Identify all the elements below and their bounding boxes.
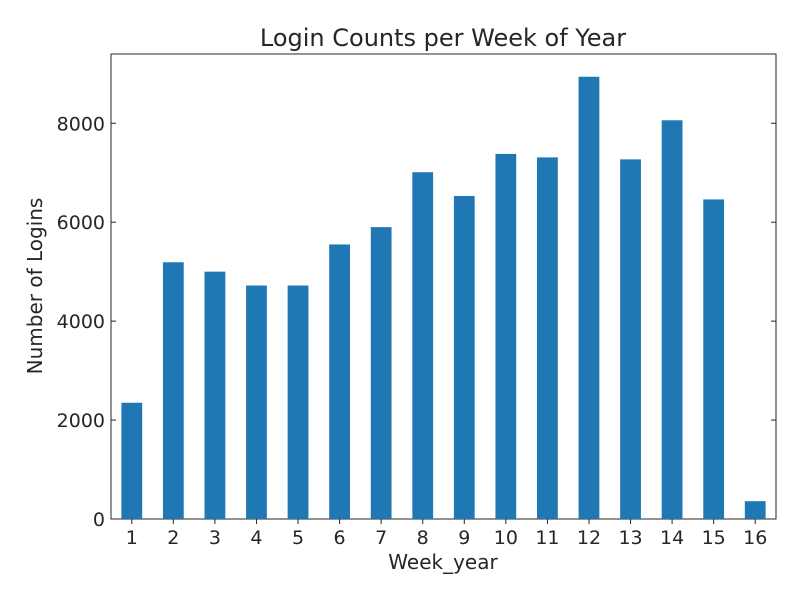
x-tick-label-2: 2 [167, 527, 179, 549]
bar-week-3 [204, 271, 226, 519]
bar-week-6 [329, 244, 350, 519]
x-tick-label-9: 9 [458, 527, 470, 549]
bar-week-8 [412, 172, 434, 520]
x-tick-label-12: 12 [577, 527, 601, 549]
bar-week-1 [121, 402, 143, 519]
bar-week-15 [703, 199, 725, 519]
bar-week-11 [537, 157, 558, 519]
bar-week-10 [495, 153, 517, 519]
chart-title: Login Counts per Week of Year [260, 24, 626, 52]
bar-week-5 [287, 285, 309, 519]
x-tick-label-13: 13 [618, 527, 642, 549]
x-axis-label: Week_year [388, 550, 498, 574]
x-tick-label-11: 11 [535, 527, 559, 549]
x-tick-label-5: 5 [292, 527, 304, 549]
bar-week-16 [744, 501, 766, 519]
bar-week-13 [620, 159, 641, 519]
y-axis-label: Number of Logins [23, 198, 47, 375]
bar-week-9 [453, 195, 475, 519]
x-tick-label-8: 8 [417, 527, 429, 549]
y-axis-ticks: 0 2000 4000 6000 8000 [57, 113, 776, 531]
x-tick-label-10: 10 [494, 527, 518, 549]
bar-week-2 [162, 262, 184, 519]
x-axis-ticks: 1 2 3 4 5 6 7 8 9 10 11 12 13 14 15 16 [126, 519, 767, 549]
x-tick-label-4: 4 [250, 527, 262, 549]
y-tick-label-2000: 2000 [57, 410, 105, 432]
x-tick-label-15: 15 [702, 527, 726, 549]
x-tick-label-6: 6 [334, 527, 346, 549]
x-tick-label-7: 7 [375, 527, 387, 549]
y-tick-label-0: 0 [93, 509, 105, 531]
x-tick-label-1: 1 [126, 527, 138, 549]
x-tick-label-16: 16 [743, 527, 767, 549]
bars-group [121, 76, 766, 520]
bar-week-14 [661, 120, 683, 519]
plot-frame [110, 53, 777, 520]
y-tick-label-6000: 6000 [57, 212, 105, 234]
bar-week-12 [578, 76, 600, 519]
x-tick-label-14: 14 [660, 527, 684, 549]
y-tick-label-8000: 8000 [57, 113, 105, 135]
bar-week-4 [246, 285, 267, 519]
y-tick-label-4000: 4000 [57, 311, 105, 333]
x-tick-label-3: 3 [209, 527, 221, 549]
bar-week-7 [370, 227, 392, 519]
